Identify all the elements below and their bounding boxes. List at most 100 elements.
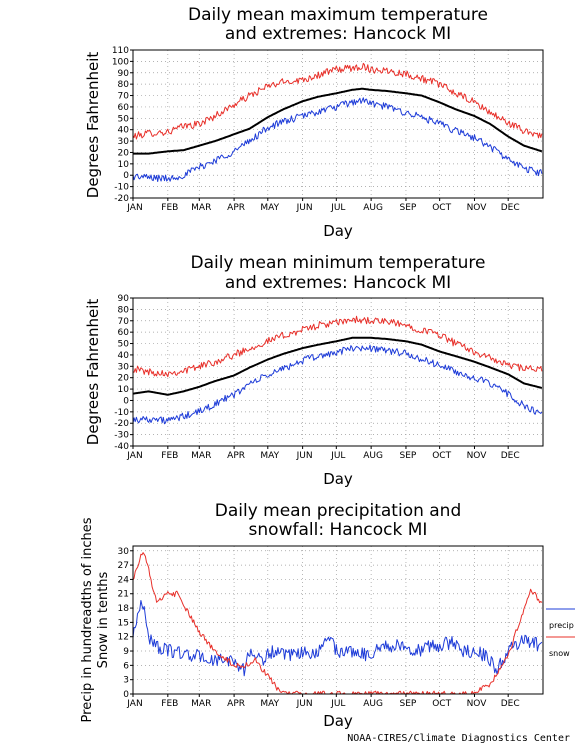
month-label: NOV — [467, 699, 488, 709]
month-label: FEB — [161, 203, 178, 213]
ytick-label: 100 — [112, 57, 129, 67]
month-label: JUL — [330, 451, 345, 461]
chart1-grid — [130, 49, 543, 201]
ytick-label: 70 — [118, 92, 130, 102]
month-label: JAN — [126, 451, 142, 461]
ytick-label: 80 — [118, 80, 130, 90]
month-label: JUL — [330, 203, 345, 213]
ytick-label: -20 — [114, 194, 129, 204]
month-label: OCT — [432, 203, 451, 213]
month-label: MAY — [260, 451, 279, 461]
chart3-ylabel-line1: Precip in hundreadths of inches — [80, 517, 95, 722]
month-label: NOV — [467, 203, 488, 213]
ytick-label: -30 — [114, 431, 129, 441]
chart2-title-line1: Daily mean minimum temperature — [191, 253, 486, 273]
ytick-label: 30 — [118, 137, 130, 147]
ytick-label: 90 — [118, 69, 130, 79]
chart3-title-line1: Daily mean precipitation and — [215, 501, 462, 521]
chart3-month-labels: JAN FEB MAR APR MAY JUN JUL AUG SEP OCT NOV DEC — [126, 699, 519, 709]
chart3-title-line2: snowfall: Hancock MI — [249, 520, 428, 540]
month-label: NOV — [467, 451, 488, 461]
chart1-plot-frame — [132, 49, 544, 199]
credit-text: NOAA-CIRES/Climate Diagnostics Center — [347, 733, 570, 744]
month-label: FEB — [161, 451, 178, 461]
ytick-label: 21 — [118, 590, 129, 600]
chart1-title-line1: Daily mean maximum temperature — [188, 5, 488, 25]
month-label: APR — [227, 203, 245, 213]
series-line — [132, 336, 543, 396]
ytick-label: -10 — [114, 408, 129, 418]
legend-precip-label: precip — [549, 621, 574, 630]
month-label: DEC — [501, 699, 520, 709]
ytick-label: 30 — [118, 547, 130, 557]
series-line — [132, 315, 543, 378]
month-label: AUG — [363, 699, 383, 709]
ytick-label: 20 — [118, 374, 130, 384]
month-label: MAR — [191, 451, 211, 461]
ytick-label: 27 — [118, 561, 129, 571]
month-label: JUN — [296, 203, 313, 213]
month-label: SEP — [400, 699, 417, 709]
ytick-label: 0 — [123, 171, 129, 181]
ytick-label: -10 — [114, 183, 129, 193]
panel-max-temp: Daily mean maximum temperature and extre… — [84, 5, 544, 240]
panel-min-temp: Daily mean minimum temperature and extre… — [84, 253, 544, 488]
ytick-label: 40 — [118, 351, 130, 361]
chart2-month-labels: JAN FEB MAR APR MAY JUN JUL AUG SEP OCT NOV DEC — [126, 451, 519, 461]
chart1-title-line2: and extremes: Hancock MI — [225, 24, 451, 44]
ytick-label: 10 — [118, 160, 130, 170]
panel-precip-snow: Daily mean precipitation and snowfall: H… — [80, 501, 575, 730]
month-label: DEC — [501, 451, 520, 461]
ytick-label: 30 — [118, 362, 130, 372]
month-label: JUN — [296, 699, 313, 709]
ytick-label: 12 — [118, 633, 129, 643]
ytick-label: 9 — [123, 647, 129, 657]
month-label: JAN — [126, 699, 142, 709]
series-line — [132, 552, 543, 695]
chart3-ylabel-line2: Snow in tenths — [96, 571, 111, 668]
ytick-label: 3 — [123, 676, 129, 686]
month-label: APR — [227, 451, 245, 461]
month-label: MAR — [191, 699, 211, 709]
chart1-series — [132, 62, 543, 182]
month-label: DEC — [501, 203, 520, 213]
chart2-grid — [130, 297, 543, 449]
month-label: APR — [227, 699, 245, 709]
ytick-label: -20 — [114, 419, 129, 429]
ytick-label: 24 — [118, 575, 130, 585]
chart3-xlabel: Day — [323, 712, 353, 730]
ytick-label: -40 — [114, 442, 129, 452]
month-label: OCT — [432, 451, 451, 461]
chart3-legend: precip snow — [546, 608, 575, 658]
month-label: SEP — [400, 203, 417, 213]
month-label: JAN — [126, 203, 142, 213]
month-label: FEB — [161, 699, 178, 709]
month-label: AUG — [363, 203, 383, 213]
chart3-ytick-labels: 0 3 6 9 12 15 18 21 24 27 30 — [118, 547, 130, 700]
month-label: JUL — [330, 699, 345, 709]
series-line — [132, 62, 543, 140]
chart1-month-labels: JAN FEB MAR APR MAY JUN JUL AUG SEP OCT NOV DEC — [126, 203, 519, 213]
legend-snow-label: snow — [549, 649, 570, 658]
chart2-xlabel: Day — [323, 470, 353, 488]
series-line — [132, 344, 543, 425]
ytick-label: 90 — [118, 294, 130, 304]
ytick-label: 80 — [118, 305, 130, 315]
ytick-label: 40 — [118, 126, 130, 136]
chart3-plot-frame — [132, 545, 544, 695]
month-label: MAY — [260, 203, 279, 213]
ytick-label: 0 — [123, 396, 129, 406]
series-line — [132, 600, 543, 677]
month-label: SEP — [400, 451, 417, 461]
chart1-xlabel: Day — [323, 222, 353, 240]
ytick-label: 6 — [123, 661, 129, 671]
month-label: MAY — [260, 699, 279, 709]
chart3-series — [132, 552, 543, 695]
chart2-title-line2: and extremes: Hancock MI — [225, 273, 451, 293]
chart2-ylabel: Degrees Fahrenheit — [84, 299, 102, 446]
series-line — [133, 87, 543, 155]
ytick-label: 15 — [118, 618, 129, 628]
chart3-grid — [130, 546, 543, 697]
